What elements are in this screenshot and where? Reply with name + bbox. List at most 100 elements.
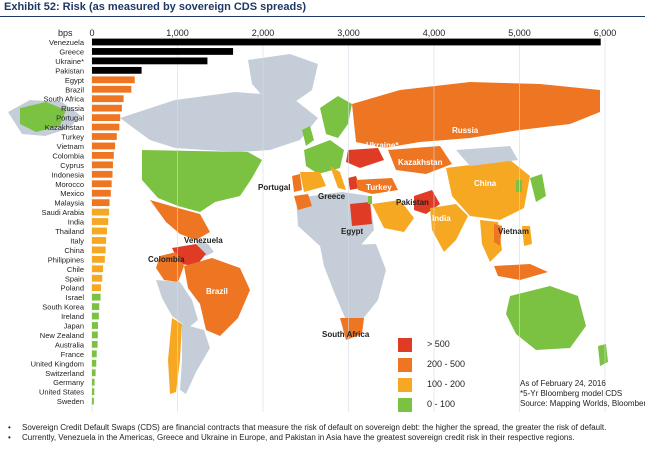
category-label: Pakistan [55,66,84,75]
map-mexico [150,200,210,240]
map-labels: Russia Ukraine* Kazakhstan Turkey Portugal Gr… [148,126,529,339]
x-tick-label: 1,000 [166,28,189,38]
map-country-label: India [432,214,451,223]
legend-label: 100 - 200 [427,379,466,389]
bar [92,133,117,140]
category-label: Philippines [48,255,85,264]
map-country-label: Egypt [341,227,364,236]
x-tick-label: 0 [89,28,94,38]
map-argentina [180,324,210,394]
category-label: New Zealand [40,331,84,340]
x-tick-label: 6,000 [594,28,617,38]
map-kazakhstan [388,146,452,174]
bar [92,66,142,74]
category-label: Mexico [60,189,84,198]
bar [92,95,124,103]
map-india [430,204,468,252]
map-uk [302,126,314,146]
map-country-label: Colombia [148,255,185,264]
map-greece [348,176,360,190]
legend-swatch [398,378,412,392]
bar [92,170,113,178]
map-turkey [356,178,398,194]
map-philippines [522,226,532,246]
category-label: Portugal [56,114,84,123]
map-western-europe [304,140,344,174]
category-label: Switzerland [45,369,84,378]
map-country-label: Greece [318,192,346,201]
bar [92,293,101,301]
x-tick-label: 5,000 [508,28,531,38]
map-country-label: China [474,179,497,188]
category-label: Russia [61,104,85,113]
title-rule [0,16,645,17]
map-portugal [292,174,302,192]
exhibit-title: Exhibit 52: Risk (as measured by soverei… [4,1,307,13]
map-country-label: Pakistan [396,198,429,207]
footnote-bullets: • Sovereign Credit Default Swaps (CDS) a… [8,423,638,443]
category-label: India [68,218,85,227]
bar [92,123,120,131]
bar [92,161,113,169]
category-label: Japan [64,322,84,331]
bar [92,38,601,46]
map-country-label: Kazakhstan [398,158,443,167]
bar [92,237,107,244]
bar [92,322,98,329]
category-label: Vietnam [57,142,84,151]
category-label: Ukraine* [55,57,84,66]
bullet-dot: • [8,433,11,442]
legend-item: 100 - 200 [398,378,488,392]
bar [92,189,111,197]
bar [92,114,121,121]
map-country-label: Turkey [366,183,392,192]
map-central-america [196,240,214,256]
map-spain-italy [300,166,346,192]
bar [92,388,95,396]
category-label: South Africa [44,95,85,104]
legend-item: 200 - 500 [398,358,488,372]
bar [92,104,122,112]
category-label: Malaysia [54,199,84,208]
bar [92,378,95,386]
x-axis: 0 1,000 2,000 3,000 4,000 5,000 6,000 bps [58,28,616,38]
bar [92,246,106,254]
bar [92,331,98,339]
map-russia [352,82,600,148]
legend-label: 0 - 100 [427,399,456,409]
category-label: Chile [67,265,84,274]
legend-swatch [398,338,412,352]
map-alaska-us [20,102,66,132]
source-notes: As of February 24, 2016 *5-Yr Bloomberg … [520,379,645,409]
bar [92,85,132,93]
map-japan-korea [516,174,546,202]
bar [92,208,110,216]
category-label: Thailand [55,227,84,236]
bar [92,76,135,84]
category-label: Turkey [61,133,84,142]
category-label: Indonesia [51,170,84,179]
category-label: Saudi Arabia [41,208,84,217]
category-label: Italy [70,236,84,245]
bar [92,341,98,348]
map-australia [506,286,586,350]
category-label: Colombia [52,151,85,160]
bar [92,397,94,405]
note-date: As of February 24, 2016 [520,379,606,388]
category-label: Germany [53,378,84,387]
category-label: France [61,350,84,359]
category-label: Israel [66,293,85,302]
bar [92,369,96,377]
map-saudi-arabia [372,200,414,232]
legend-swatch [398,358,412,372]
category-label: Brazil [65,85,84,94]
map-china [446,160,530,220]
map-united-states [142,150,262,212]
category-label: Egypt [65,76,85,85]
map-country-label: Vietnam [498,227,529,236]
map-indonesia [494,264,548,280]
risk-chart: 0 1,000 2,000 3,000 4,000 5,000 6,000 bps Venez… [8,28,616,412]
bar [92,359,97,367]
legend-item: > 500 [398,338,488,352]
x-tick-label: 3,000 [337,28,360,38]
